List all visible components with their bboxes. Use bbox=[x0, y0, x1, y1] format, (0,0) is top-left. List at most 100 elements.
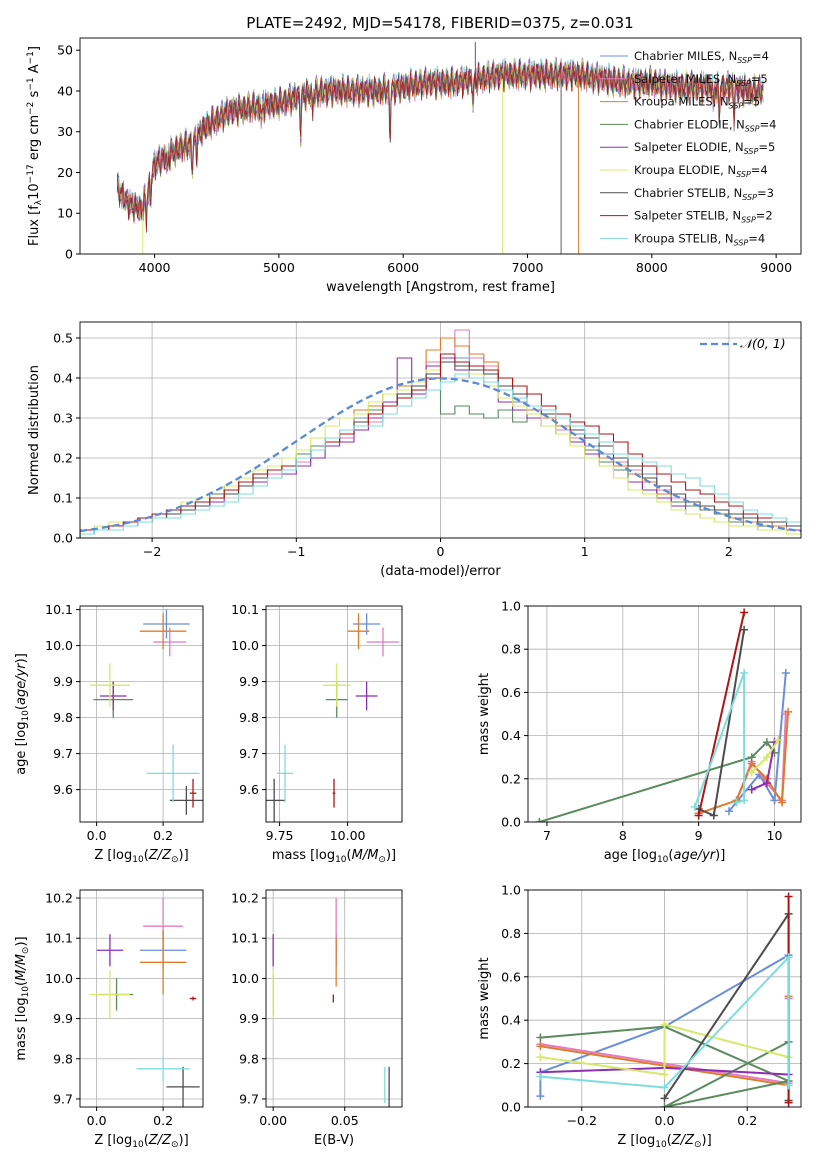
point-kroupa-stelib-0 bbox=[536, 1072, 545, 1081]
legend-label-5: Kroupa ELODIE, NSSP=4 bbox=[634, 163, 768, 179]
x-tick-label-0: −0.2 bbox=[567, 1113, 597, 1128]
y-tick-label-2: 0.4 bbox=[501, 1013, 521, 1028]
y-tick-label-0: 0 bbox=[65, 247, 73, 262]
plot-area bbox=[536, 892, 793, 1107]
errorbar-chabrier-stelib bbox=[166, 1066, 200, 1107]
x-tick-label-5: 9000 bbox=[760, 260, 792, 275]
axes-frame bbox=[79, 605, 204, 823]
point-kroupa-elodie-1 bbox=[660, 1070, 669, 1079]
x-axis-label: wavelength [Angstrom, rest frame] bbox=[326, 280, 555, 295]
y-tick-label-0: 0.0 bbox=[53, 531, 73, 546]
x-tick-label-2: 6000 bbox=[387, 260, 419, 275]
x-axis-label: Z [log10(Z/Z⊙)] bbox=[94, 1133, 188, 1150]
y-tick-label-4: 10.0 bbox=[231, 638, 259, 653]
y-tick-label-4: 0.8 bbox=[501, 642, 521, 657]
y-axis-label: mass [log10(M/M⊙)] bbox=[14, 936, 31, 1060]
plot-area bbox=[80, 329, 801, 538]
panel-4: 7 8 9 10 0.0 0.2 0.4 0.6 0.8 1.0 age [log10(age/yr… bbox=[477, 599, 802, 865]
legend-label-8: Kroupa STELIB, NSSP=4 bbox=[634, 231, 765, 247]
line-kroupa-stelib bbox=[693, 672, 746, 808]
errorbar-salpeter-elodie bbox=[99, 681, 127, 711]
errorbar-salpeter-elodie bbox=[355, 681, 378, 711]
y-tick-label-0: 9.7 bbox=[53, 1091, 73, 1106]
x-tick-label-1: 0.05 bbox=[331, 1113, 359, 1128]
y-tick-label-3: 9.9 bbox=[53, 674, 73, 689]
y-tick-label-2: 9.8 bbox=[239, 710, 259, 725]
point-salpeter-stelib-1 bbox=[740, 608, 749, 617]
x-tick-label-4: 2 bbox=[725, 544, 733, 559]
y-tick-label-1: 10 bbox=[57, 206, 73, 221]
x-axis-label: mass [log10(M/M⊙)] bbox=[272, 848, 396, 865]
x-tick-label-0: 7 bbox=[543, 828, 551, 843]
x-axis-label: age [log10(age/yr)] bbox=[604, 848, 726, 865]
errorbar-salpeter-stelib bbox=[189, 778, 197, 808]
x-axis-label: Z [log10(Z/Z⊙)] bbox=[617, 1133, 711, 1150]
x-tick-label-4: 8000 bbox=[636, 260, 668, 275]
point-kroupa-elodie-1 bbox=[762, 753, 771, 762]
x-tick-label-3: 7000 bbox=[512, 260, 544, 275]
x-tick-label-0: −2 bbox=[143, 544, 161, 559]
y-tick-label-5: 10.2 bbox=[231, 891, 259, 906]
point-kroupa-elodie-0 bbox=[747, 768, 756, 777]
y-tick-label-2: 20 bbox=[57, 165, 73, 180]
point-kroupa-miles-4 bbox=[778, 798, 787, 807]
x-tick-label-1: 5000 bbox=[263, 260, 295, 275]
series-kroupa-stelib bbox=[690, 668, 749, 811]
x-tick-label-0: 9.75 bbox=[266, 828, 294, 843]
y-axis-label: Normed distribution bbox=[27, 365, 42, 495]
series-kroupa-elodie bbox=[747, 735, 783, 777]
legend-gaussian-label: 𝒩(0, 1) bbox=[740, 336, 786, 351]
legend-label-1: Salpeter MILES, NSSP=5 bbox=[634, 72, 768, 88]
x-tick-label-0: 0.0 bbox=[87, 828, 107, 843]
y-tick-label-3: 0.3 bbox=[53, 411, 73, 426]
axes-frame bbox=[265, 889, 403, 1108]
point-kroupa-miles-0 bbox=[536, 1042, 545, 1051]
plot-area bbox=[272, 898, 390, 1107]
point-kroupa-stelib-2 bbox=[784, 953, 793, 962]
y-tick-label-0: 0.0 bbox=[501, 815, 521, 830]
line-kroupa-miles bbox=[698, 711, 790, 815]
y-tick-label-0: 9.7 bbox=[239, 1091, 259, 1106]
x-tick-label-1: 8 bbox=[619, 828, 627, 843]
x-tick-label-1: 0.2 bbox=[153, 828, 173, 843]
x-axis-label: E(B-V) bbox=[314, 1133, 354, 1148]
y-axis-label: age [log10(age/yr)] bbox=[14, 653, 31, 775]
y-tick-label-4: 10.1 bbox=[45, 931, 73, 946]
y-tick-label-0: 0.0 bbox=[501, 1100, 521, 1115]
point-chabrier-stelib-0 bbox=[660, 1094, 669, 1103]
x-tick-label-0: 4000 bbox=[139, 260, 171, 275]
errorbar-chabrier-miles bbox=[143, 609, 190, 639]
legend-label-0: Chabrier MILES, NSSP=4 bbox=[634, 49, 769, 65]
y-tick-label-3: 30 bbox=[57, 124, 73, 139]
panel-5: 0.0 0.2 9.7 9.8 9.9 10.0 10.1 10.2 Z [log10(Z/Z⊙… bbox=[14, 889, 204, 1150]
plot-area bbox=[89, 609, 203, 815]
x-tick-label-1: 10.00 bbox=[330, 828, 366, 843]
x-tick-label-3: 10 bbox=[767, 828, 783, 843]
plot-area bbox=[266, 613, 400, 822]
point-chabrier-elodie-2 bbox=[762, 738, 771, 747]
point-kroupa-stelib-1 bbox=[660, 1083, 669, 1092]
y-tick-label-2: 9.9 bbox=[53, 1011, 73, 1026]
y-tick-label-2: 0.4 bbox=[501, 728, 521, 743]
series-chabrier-elodie bbox=[535, 738, 779, 822]
y-tick-label-0: 9.6 bbox=[53, 782, 73, 797]
x-tick-label-0: 0.0 bbox=[87, 1113, 107, 1128]
x-axis-label: Z [log10(Z/Z⊙)] bbox=[94, 848, 188, 865]
y-tick-label-2: 9.8 bbox=[53, 710, 73, 725]
point-kroupa-elodie-2 bbox=[774, 735, 783, 744]
spectrum-salpeter-stelib bbox=[116, 58, 764, 232]
y-tick-label-2: 9.9 bbox=[239, 1011, 259, 1026]
y-tick-label-4: 0.4 bbox=[53, 371, 73, 386]
y-tick-label-1: 0.2 bbox=[501, 771, 521, 786]
y-tick-label-4: 40 bbox=[57, 83, 73, 98]
point-salpeter-stelib-0 bbox=[784, 1098, 793, 1107]
panel-3: 9.75 10.00 9.6 9.7 9.8 9.9 10.0 10.1 mass [log10… bbox=[231, 602, 403, 865]
y-tick-label-3: 0.6 bbox=[501, 685, 521, 700]
line-chabrier-elodie bbox=[539, 740, 776, 822]
gaussian-curve bbox=[80, 377, 801, 533]
y-tick-label-4: 0.8 bbox=[501, 926, 521, 941]
series-salpeter-stelib bbox=[694, 608, 749, 820]
y-tick-label-4: 10.1 bbox=[231, 931, 259, 946]
line-salpeter-stelib bbox=[697, 612, 746, 816]
point-salpeter-elodie-0 bbox=[747, 785, 756, 794]
